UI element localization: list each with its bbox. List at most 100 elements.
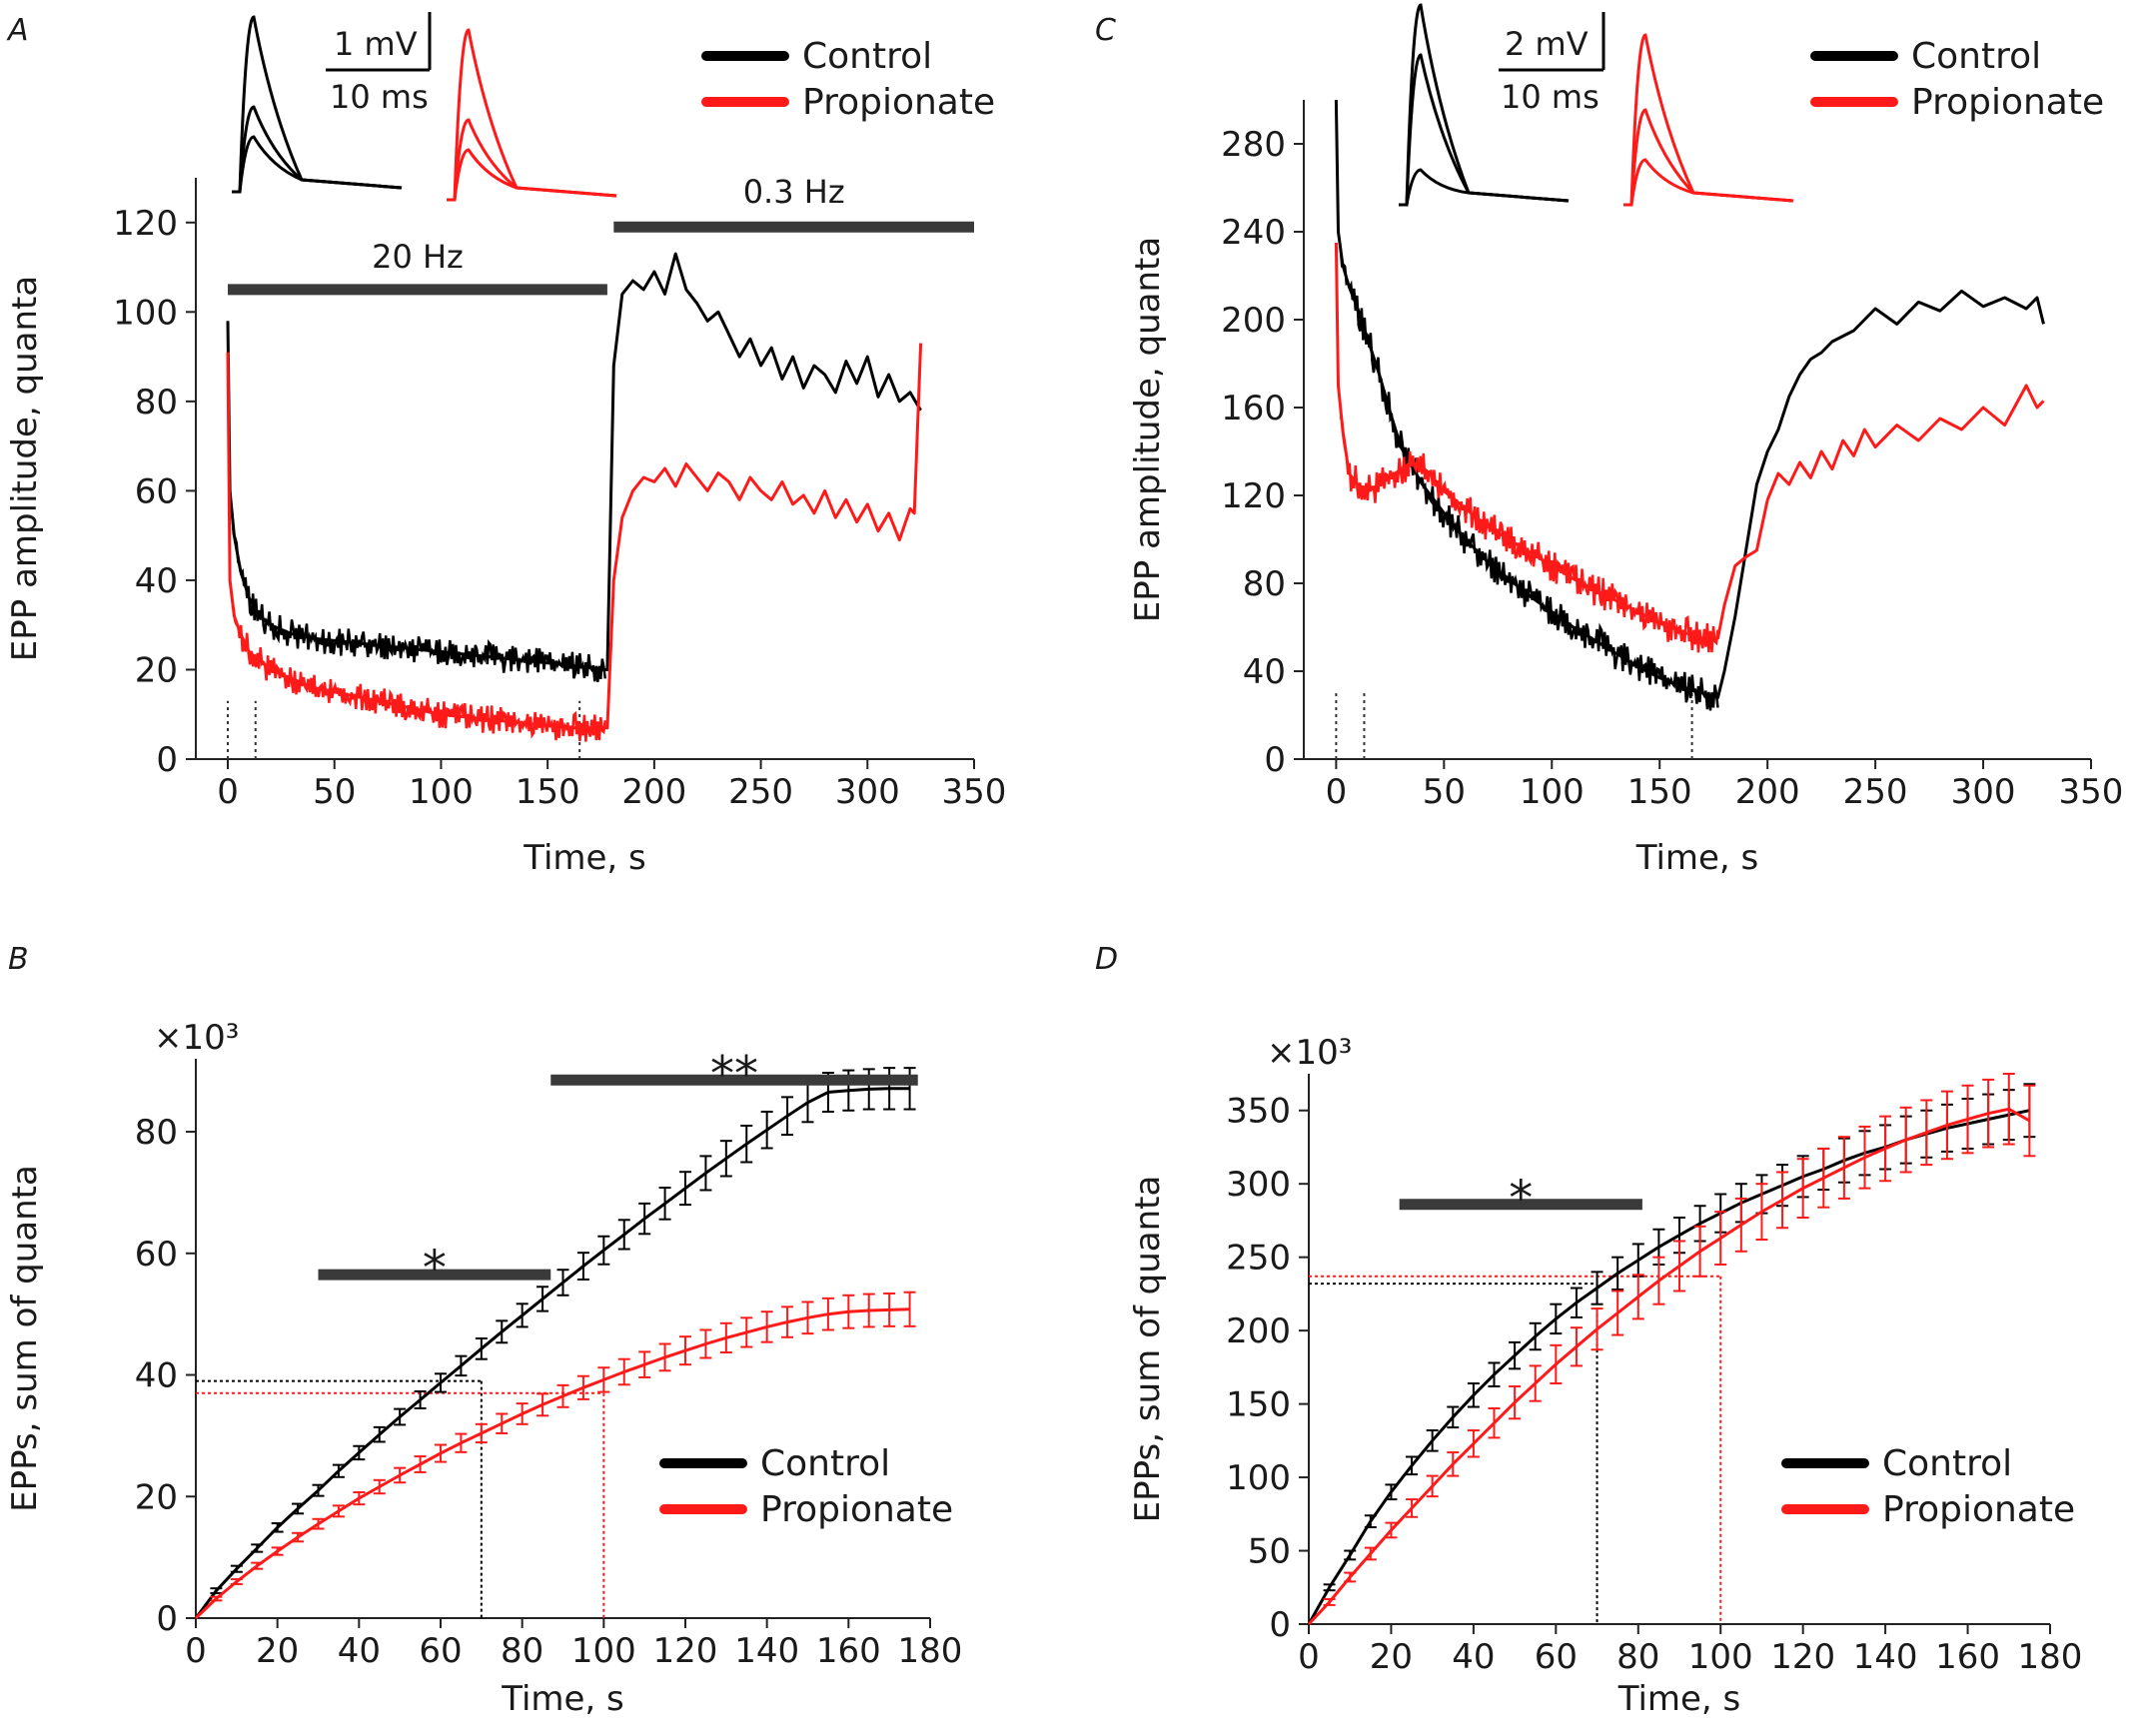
y-tick-label: 40	[135, 561, 178, 601]
x-tick-label: 0	[217, 772, 239, 812]
x-tick-label: 80	[1616, 1637, 1659, 1677]
panel-B: B 0 20 40 60 80 100 120 140 160 180 0 20 40 60 80 Time, …	[5, 942, 962, 1719]
legend: Control Propionate	[1781, 1443, 2075, 1530]
x-tick-label: 160	[816, 1631, 881, 1671]
y-axis-label: EPP amplitude, quanta	[5, 276, 45, 661]
y-tick-label: 120	[1221, 476, 1286, 516]
panel-label: D	[1095, 942, 1118, 977]
x-tick-label: 150	[1627, 772, 1692, 812]
y-tick-label: 300	[1226, 1165, 1291, 1205]
series-line-control	[1307, 1109, 2030, 1625]
x-tick-label: 350	[942, 772, 1007, 812]
y-tick-label: 200	[1226, 1311, 1291, 1351]
x-axis-label: Time, s	[1617, 1679, 1741, 1719]
legend-label-propionate: Propionate	[1882, 1489, 2075, 1530]
y-tick-label: 200	[1221, 301, 1286, 341]
sample-epp-trace-propionate	[447, 148, 617, 202]
x-tick-label: 250	[728, 772, 793, 812]
y-multiplier-label: ×10³	[1267, 1033, 1352, 1073]
x-tick-label: 140	[734, 1631, 799, 1671]
x-tick-label: 200	[1735, 772, 1800, 812]
legend-label-control: Control	[760, 1443, 890, 1484]
annotation-label: 20 Hz	[372, 238, 464, 276]
y-tick-label: 20	[135, 650, 178, 690]
y-tick-label: 120	[113, 204, 178, 244]
y-axis-label: EPPs, sum of quanta	[1128, 1176, 1168, 1523]
annotation-label: 0.3 Hz	[743, 173, 845, 211]
legend-label-propionate: Propionate	[760, 1489, 953, 1530]
y-tick-label: 80	[135, 1113, 178, 1153]
legend: Control Propionate	[1810, 36, 2104, 123]
y-tick-label: 50	[1248, 1532, 1291, 1572]
x-tick-label: 20	[256, 1631, 299, 1671]
y-tick-label: 40	[1243, 652, 1286, 692]
panel-label: C	[1095, 13, 1116, 48]
sample-epp-trace-propionate	[447, 118, 617, 202]
y-tick-label: 60	[135, 471, 178, 511]
x-tick-label: 40	[338, 1631, 381, 1671]
x-tick-label: 120	[1770, 1637, 1835, 1677]
legend: Control Propionate	[701, 36, 995, 123]
y-tick-label: 0	[1264, 740, 1286, 780]
y-tick-label: 40	[135, 1356, 178, 1396]
annotation-label: *	[423, 1241, 447, 1297]
y-tick-label: 240	[1221, 213, 1286, 253]
y-tick-label: 350	[1226, 1092, 1291, 1132]
x-tick-label: 20	[1370, 1637, 1413, 1677]
y-tick-label: 80	[135, 383, 178, 423]
y-tick-label: 20	[135, 1477, 178, 1517]
sample-epp-trace-propionate	[1623, 158, 1794, 207]
x-tick-label: 350	[2059, 772, 2124, 812]
x-tick-label: 300	[835, 772, 900, 812]
sample-epp-trace-propionate	[447, 28, 617, 202]
legend-label-control: Control	[1911, 36, 2041, 77]
x-tick-label: 0	[1298, 1637, 1320, 1677]
y-tick-label: 100	[113, 293, 178, 333]
x-tick-label: 0	[1326, 772, 1348, 812]
sample-epp-trace-control	[1399, 53, 1570, 207]
y-tick-label: 280	[1221, 125, 1286, 165]
y-tick-label: 60	[135, 1235, 178, 1275]
x-tick-label: 120	[653, 1631, 718, 1671]
y-tick-label: 0	[156, 1599, 178, 1639]
x-axis-label: Time, s	[501, 1679, 624, 1719]
x-tick-label: 60	[1535, 1637, 1578, 1677]
panel-label: A	[6, 13, 29, 48]
sample-epp-trace-propionate	[1623, 33, 1794, 207]
panel-D: D 0 20 40 60 80 100 120 140 160 180 0 50 100 150 200 250…	[1095, 942, 2082, 1719]
x-tick-label: 160	[1935, 1637, 2000, 1677]
series-line-control	[226, 252, 922, 671]
legend-label-propionate: Propionate	[802, 82, 995, 123]
y-tick-label: 150	[1226, 1385, 1291, 1425]
x-axis-label: Time, s	[1635, 838, 1759, 878]
sample-epp-trace-control	[232, 105, 403, 194]
x-tick-label: 0	[185, 1631, 207, 1671]
y-tick-label: 100	[1226, 1458, 1291, 1498]
series-noise-control	[231, 511, 607, 683]
series-noise-propionate	[231, 605, 607, 742]
scale-time-label: 10 ms	[1501, 78, 1599, 116]
x-tick-label: 300	[1951, 772, 2016, 812]
x-tick-label: 150	[516, 772, 580, 812]
panel-label: B	[8, 942, 29, 977]
y-tick-label: 250	[1226, 1239, 1291, 1279]
x-tick-label: 100	[571, 1631, 636, 1671]
sample-epp-trace-control	[232, 15, 403, 194]
series-line-propionate	[1307, 1107, 2031, 1626]
x-tick-label: 180	[2018, 1637, 2083, 1677]
x-tick-label: 200	[621, 772, 686, 812]
x-tick-label: 100	[1520, 772, 1585, 812]
x-tick-label: 80	[501, 1631, 543, 1671]
series-line-propionate	[194, 1307, 910, 1620]
x-tick-label: 50	[1423, 772, 1466, 812]
panel-C: C 0 50 100 150 200 250 300 350 0 40 80 120 160 200 240 2…	[1095, 3, 2124, 878]
x-tick-label: 40	[1452, 1637, 1495, 1677]
y-multiplier-label: ×10³	[154, 1018, 239, 1058]
x-tick-label: 140	[1853, 1637, 1918, 1677]
x-tick-label: 100	[1688, 1637, 1753, 1677]
legend-label-propionate: Propionate	[1911, 82, 2104, 123]
y-tick-label: 0	[156, 740, 178, 780]
series-line-propionate	[1334, 242, 2045, 640]
panel-A: A 0 50 100 150 200 250 300 350 0 20 40 60 80 100 120 Tim…	[5, 12, 1006, 878]
